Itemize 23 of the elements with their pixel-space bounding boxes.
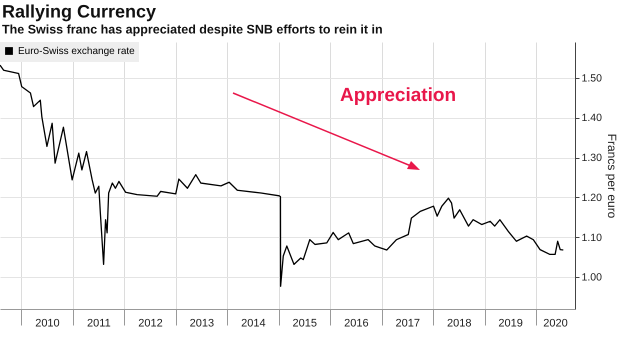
x-tick-label: 2012 [138, 318, 163, 330]
y-tick-label: 1.00 [582, 272, 602, 284]
x-tick-label: 2020 [543, 318, 568, 330]
x-tick-label: 2014 [241, 318, 266, 330]
y-tick-label: 1.50 [582, 72, 602, 84]
x-tick-label: 2018 [446, 318, 472, 330]
x-tick-label: 2016 [344, 318, 369, 330]
y-axis-title: Francs per euro [604, 134, 619, 219]
chart-title: Rallying Currency [2, 2, 156, 22]
x-tick-label: 2011 [87, 318, 111, 330]
chart-subtitle: The Swiss franc has appreciated despite SNB efforts to rein it in [2, 22, 383, 36]
legend-label: Euro-Swiss exchange rate [18, 46, 136, 57]
x-tick-label: 2015 [292, 318, 318, 330]
line-series [0, 64, 564, 287]
x-tick-label: 2019 [498, 318, 523, 330]
x-tick-label: 2010 [35, 318, 60, 330]
y-tick-label: 1.30 [582, 152, 602, 164]
x-tick-label: 2013 [190, 318, 214, 330]
y-tick-label: 1.10 [582, 232, 602, 244]
annotation: Appreciation [340, 85, 456, 106]
x-tick-label: 2017 [396, 318, 420, 330]
y-tick-label: 1.40 [582, 112, 602, 124]
y-tick-label: 1.20 [582, 192, 602, 204]
